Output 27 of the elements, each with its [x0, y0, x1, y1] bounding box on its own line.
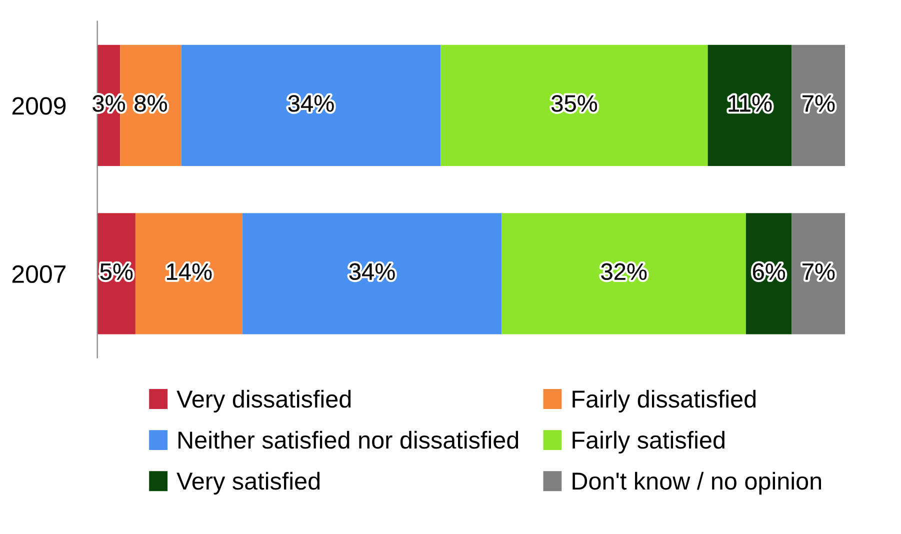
- y-tick-label: 2009: [12, 97, 66, 115]
- data-label: 34%: [288, 95, 334, 112]
- data-label: 6%: [752, 263, 786, 280]
- bar: [792, 44, 846, 166]
- data-label: 34%: [349, 263, 395, 280]
- data-label: 5%: [100, 263, 133, 280]
- data-label: 14%: [167, 263, 212, 280]
- data-label: 7%: [802, 95, 835, 112]
- bar: [181, 44, 441, 166]
- legend-label: Very satisfied: [176, 472, 320, 495]
- legend-label: Fairly dissatisfied: [572, 390, 756, 413]
- legend-label: Don't know / no opinion: [572, 472, 822, 495]
- legend-label: Neither satisfied nor dissatisfied: [178, 430, 518, 449]
- data-label: 8%: [134, 95, 167, 112]
- bar: [242, 213, 502, 334]
- bar: [502, 213, 746, 334]
- data-label: 7%: [802, 263, 835, 280]
- data-label: 32%: [601, 263, 647, 280]
- bar: [708, 44, 792, 166]
- legend-label: Fairly satisfied: [572, 430, 724, 454]
- bar: [792, 213, 846, 334]
- y-tick-label: 2007: [12, 265, 66, 283]
- data-label: 35%: [552, 95, 598, 112]
- bar: [135, 213, 242, 334]
- legend-label: Very dissatisfied: [176, 390, 351, 413]
- bar: [440, 44, 708, 166]
- data-label: 11%: [728, 95, 772, 112]
